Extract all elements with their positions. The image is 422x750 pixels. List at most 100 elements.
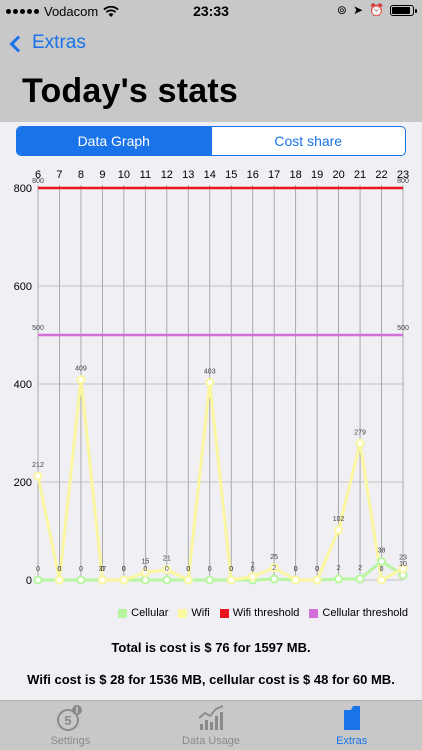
wifi-data-point xyxy=(33,471,43,481)
legend-item: Cellular xyxy=(118,607,168,619)
threshold-label: 800 xyxy=(397,178,409,185)
cellular-data-label: 0 xyxy=(79,566,83,573)
x-tick-label: 18 xyxy=(290,169,302,181)
legend-label: Wifi threshold xyxy=(232,607,300,619)
cellular-data-label: 0 xyxy=(186,566,190,573)
wifi-data-point xyxy=(97,575,107,585)
cellular-data-label: 38 xyxy=(378,547,386,554)
wifi-data-label: 23 xyxy=(399,555,407,562)
x-tick-label: 21 xyxy=(354,169,366,181)
threshold-label: 500 xyxy=(32,325,44,332)
cellular-data-point xyxy=(269,574,279,584)
tab-extras[interactable]: Extras xyxy=(281,701,422,750)
x-tick-label: 9 xyxy=(99,169,105,181)
cellular-data-point xyxy=(140,575,150,585)
y-tick-label: 600 xyxy=(14,281,32,293)
x-tick-label: 6 xyxy=(35,169,41,181)
x-tick-label: 15 xyxy=(225,169,237,181)
chevron-left-icon xyxy=(9,35,27,52)
x-tick-label: 20 xyxy=(332,169,344,181)
cellular-data-point xyxy=(355,574,365,584)
wifi-data-point xyxy=(291,575,301,585)
wifi-data-label: 21 xyxy=(163,556,171,563)
y-tick-label: 400 xyxy=(14,379,32,391)
battery-icon xyxy=(390,4,417,16)
tab-settings[interactable]: 5 Settings xyxy=(0,701,141,750)
cellular-data-label: 2 xyxy=(337,565,341,572)
cellular-data-point xyxy=(334,574,344,584)
chart-canvas: 6 7 8 9 10 11 12 13 14 15 16 17 18 19 20 21 22 2302004006… xyxy=(14,169,409,587)
x-tick-label: 23 xyxy=(397,169,409,181)
wifi-data-point xyxy=(76,375,86,385)
cellular-data-point xyxy=(76,575,86,585)
cellular-data-label: 0 xyxy=(315,566,319,573)
carrier-label: Vodacom xyxy=(44,4,99,19)
location-icon: ➤ xyxy=(352,3,364,17)
wifi-data-point xyxy=(205,378,215,388)
wifi-data-label: 0 xyxy=(315,566,319,573)
cellular-data-label: 0 xyxy=(58,566,62,573)
navigation-bar: Extras Today's stats xyxy=(0,22,422,122)
tab-data-usage-label: Data Usage xyxy=(181,735,241,747)
bar-chart-icon xyxy=(198,705,224,730)
wifi-data-label: 409 xyxy=(75,366,87,373)
wifi-icon xyxy=(103,5,119,17)
total-cost-summary: Total is cost is $ 76 for 1597 MB. xyxy=(111,640,311,655)
wifi-data-label: 0 xyxy=(122,566,126,573)
x-tick-label: 11 xyxy=(140,169,151,181)
x-tick-label: 10 xyxy=(118,169,130,181)
x-tick-label: 16 xyxy=(247,169,259,181)
settings-badge-number: 5 xyxy=(65,713,72,728)
legend-label: Cellular threshold xyxy=(322,607,408,619)
cellular-data-point xyxy=(205,575,215,585)
x-tick-label: 7 xyxy=(56,169,62,181)
chart-legend: Cellular Wifi Wifi threshold Cellular thres… xyxy=(0,607,408,619)
legend-swatch xyxy=(118,608,128,618)
x-tick-label: 14 xyxy=(204,169,216,181)
wifi-data-label: 7 xyxy=(251,563,255,570)
back-button[interactable]: Extras xyxy=(9,32,86,54)
wifi-data-point xyxy=(355,438,365,448)
status-time: 23:33 xyxy=(193,3,229,19)
legend-label: Cellular xyxy=(131,607,169,619)
y-tick-label: 800 xyxy=(14,183,32,195)
tab-data-usage[interactable]: Data Usage xyxy=(141,701,282,750)
cellular-data-label: 2 xyxy=(358,565,362,572)
cellular-data-label: 0 xyxy=(251,566,255,573)
threshold-label: 800 xyxy=(32,178,44,185)
wifi-data-point xyxy=(377,575,387,585)
segment-data-graph[interactable]: Data Graph xyxy=(17,127,211,155)
rotation-lock-icon: ⊚ xyxy=(336,3,347,17)
wifi-data-label: 0 xyxy=(380,566,384,573)
segment-cost-share[interactable]: Cost share xyxy=(210,127,406,155)
wifi-data-label: 0 xyxy=(294,566,298,573)
wifi-data-point xyxy=(54,575,64,585)
wifi-data-point xyxy=(140,568,150,578)
legend-item: Wifi xyxy=(178,607,210,619)
page-title: Today's stats xyxy=(22,72,239,110)
legend-label: Wifi xyxy=(191,607,210,619)
legend-swatch xyxy=(178,608,188,618)
wifi-data-label: 212 xyxy=(32,462,44,469)
tab-extras-label: Extras xyxy=(336,735,368,747)
data-graph-chart: 6 7 8 9 10 11 12 13 14 15 16 17 18 19 20 21 22 23 0 200 400 6… xyxy=(0,160,422,630)
wifi-data-point xyxy=(248,572,258,582)
cellular-data-point xyxy=(162,575,172,585)
cellular-data-label: 0 xyxy=(122,566,126,573)
x-tick-label: 22 xyxy=(375,169,387,181)
wifi-data-point xyxy=(398,564,408,574)
x-tick-label: 19 xyxy=(311,169,323,181)
x-tick-label: 17 xyxy=(268,169,280,181)
cellular-data-point xyxy=(377,556,387,566)
alarm-icon: ⏰ xyxy=(369,3,384,17)
wifi-data-label: 0 xyxy=(229,566,233,573)
wifi-data-point xyxy=(269,563,279,573)
settings-badge-icon: 5 xyxy=(57,705,83,731)
extras-icon xyxy=(343,706,360,730)
tab-settings-label: Settings xyxy=(50,735,91,747)
cellular-data-label: 0 xyxy=(229,566,233,573)
wifi-data-label: 102 xyxy=(333,516,345,523)
wifi-data-label: 279 xyxy=(354,429,366,436)
wifi-data-point xyxy=(162,565,172,575)
cellular-data-label: 0 xyxy=(143,566,147,573)
